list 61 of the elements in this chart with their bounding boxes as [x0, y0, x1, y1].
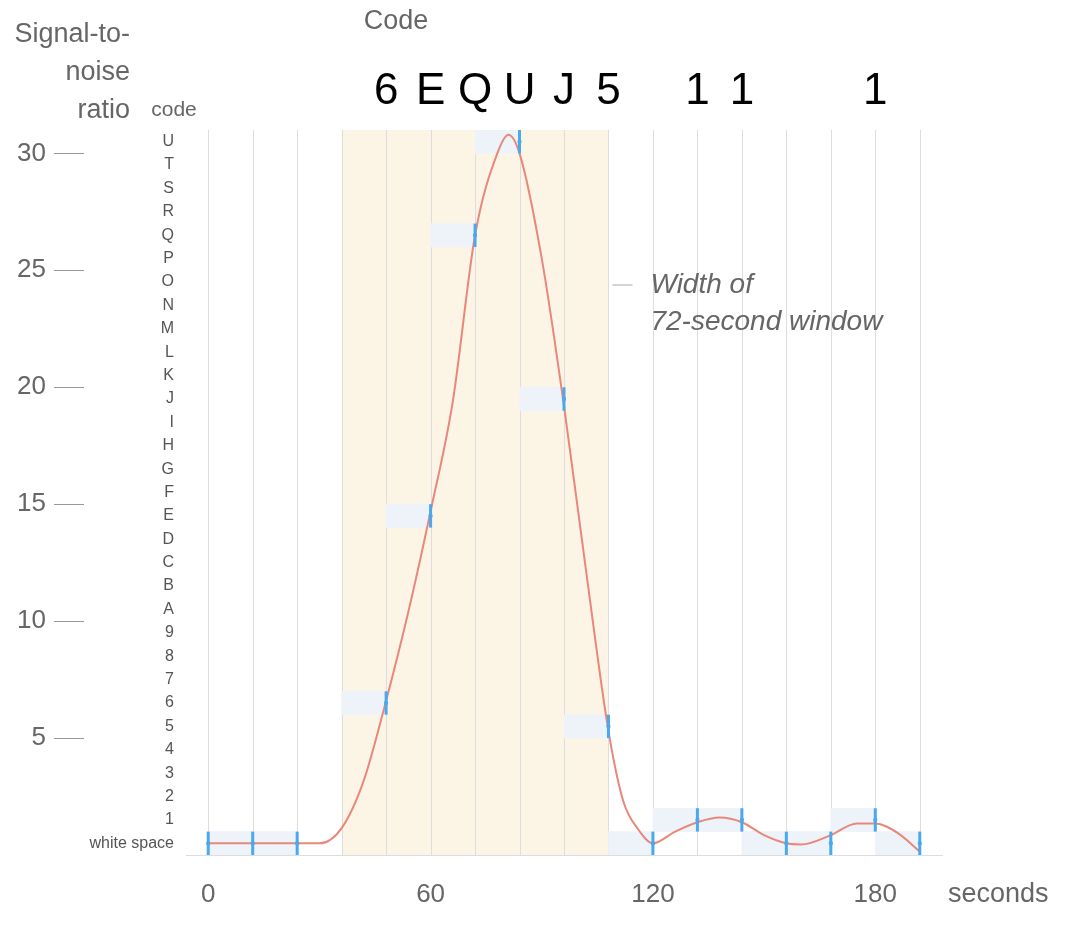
band-label: Width of 72-second window [650, 267, 885, 336]
y2-tick-label: L [165, 342, 175, 360]
text: 1 [863, 64, 888, 114]
y2-tick-label: 7 [165, 670, 175, 687]
y-tick-label: 10 [17, 604, 46, 635]
y-tick-label: 20 [17, 370, 46, 401]
y2-tick-label: 4 [165, 740, 175, 758]
y-axis-title: Signal-to-noise ratio [13, 17, 130, 126]
y2-axis-title: code [151, 96, 197, 120]
x-tick-label: 120 [631, 877, 675, 908]
y2-tick-label: K [163, 365, 175, 383]
text: 5 [596, 64, 621, 114]
y2-tick-label: 5 [165, 716, 175, 734]
y2-tick-label: 9 [165, 623, 175, 641]
x-tick-label: 180 [853, 877, 897, 908]
y-tick-label: 5 [31, 721, 46, 752]
bar [430, 223, 476, 248]
y2-tick-label: T [164, 155, 175, 173]
y2-tick-label: 2 [165, 786, 175, 804]
y-tick-label: 15 [17, 487, 46, 518]
x-tick-label: 60 [416, 877, 446, 908]
y2-tick-label: white space [88, 833, 175, 851]
y2-tick-label: G [161, 459, 174, 477]
text: J [553, 64, 575, 114]
y2-tick-label: D [162, 529, 174, 547]
y2-tick-label: 1 [165, 810, 175, 828]
text: E [415, 64, 446, 114]
y2-tick-label: M [160, 319, 174, 337]
bar [385, 503, 431, 528]
y2-tick-label: Q [161, 225, 174, 243]
y2-tick-label: U [162, 132, 174, 150]
y2-tick-label: C [162, 553, 174, 571]
y2-tick-label: E [163, 506, 174, 524]
y2-tick-label: 8 [165, 646, 175, 664]
y2-tick-label: 6 [165, 693, 175, 711]
text: U [503, 64, 536, 114]
y2-tick-label: P [163, 249, 174, 267]
y2-tick-label: 3 [165, 763, 175, 781]
text: 1 [685, 64, 710, 114]
line-series [207, 133, 921, 853]
bar [563, 714, 609, 739]
y-tick-label: 25 [17, 253, 46, 284]
x2-axis-title: Code [363, 5, 429, 36]
y2-tick-label: I [169, 412, 174, 430]
y-tick-label: 30 [17, 136, 46, 167]
bar [341, 690, 387, 716]
y2-tick-label: R [162, 202, 174, 220]
text: Q [457, 64, 493, 114]
y2-tick-label: O [161, 272, 174, 290]
y2-tick-label: J [166, 389, 174, 407]
y2-tick-label: S [163, 178, 174, 196]
text: 6 [373, 64, 399, 114]
y2-tick-label: B [163, 576, 174, 594]
y2-tick-label: H [162, 436, 174, 454]
text: 1 [729, 64, 755, 114]
bar [519, 386, 565, 411]
x-tick-label: 0 [201, 877, 216, 908]
y2-tick-label: A [163, 599, 175, 617]
x-axis-title: seconds [948, 878, 1049, 909]
y2-tick-label: F [164, 482, 175, 500]
y2-tick-label: N [162, 295, 174, 313]
